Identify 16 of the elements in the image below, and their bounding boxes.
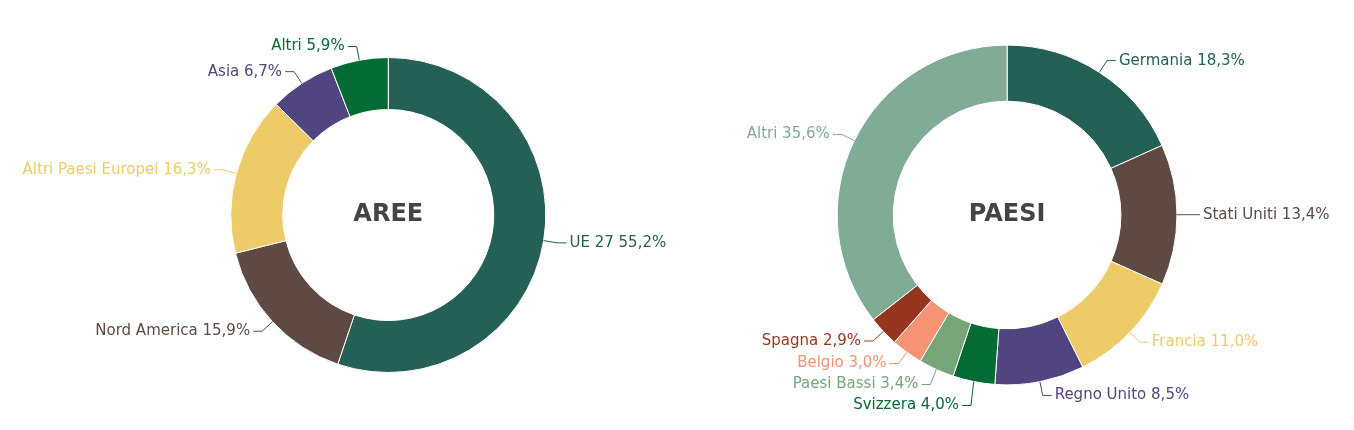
text: PAESI xyxy=(968,199,1046,228)
slice-label: UE 27 55,2% xyxy=(569,232,667,251)
slice-label: Belgio 3,0% xyxy=(797,353,887,372)
slice-label: Svizzera 4,0% xyxy=(853,395,959,414)
slice-label: Regno Unito 8,5% xyxy=(1054,385,1190,404)
slice-label: Spagna 2,9% xyxy=(761,330,862,349)
slice-label: Germania 18,3% xyxy=(1118,50,1245,69)
slice-label: Asia 6,7% xyxy=(207,61,283,80)
text: AREE xyxy=(353,199,424,228)
slice-label: Nord America 15,9% xyxy=(95,321,251,340)
slice-label: Paesi Bassi 3,4% xyxy=(792,374,919,393)
slice-label: Altri Paesi Europei 16,3% xyxy=(22,159,211,178)
slice-label: Stati Uniti 13,4% xyxy=(1202,204,1330,223)
slice-label: Altri 35,6% xyxy=(746,124,830,143)
slice-label: Francia 11,0% xyxy=(1151,332,1259,351)
slice-label: Altri 5,9% xyxy=(271,36,345,55)
